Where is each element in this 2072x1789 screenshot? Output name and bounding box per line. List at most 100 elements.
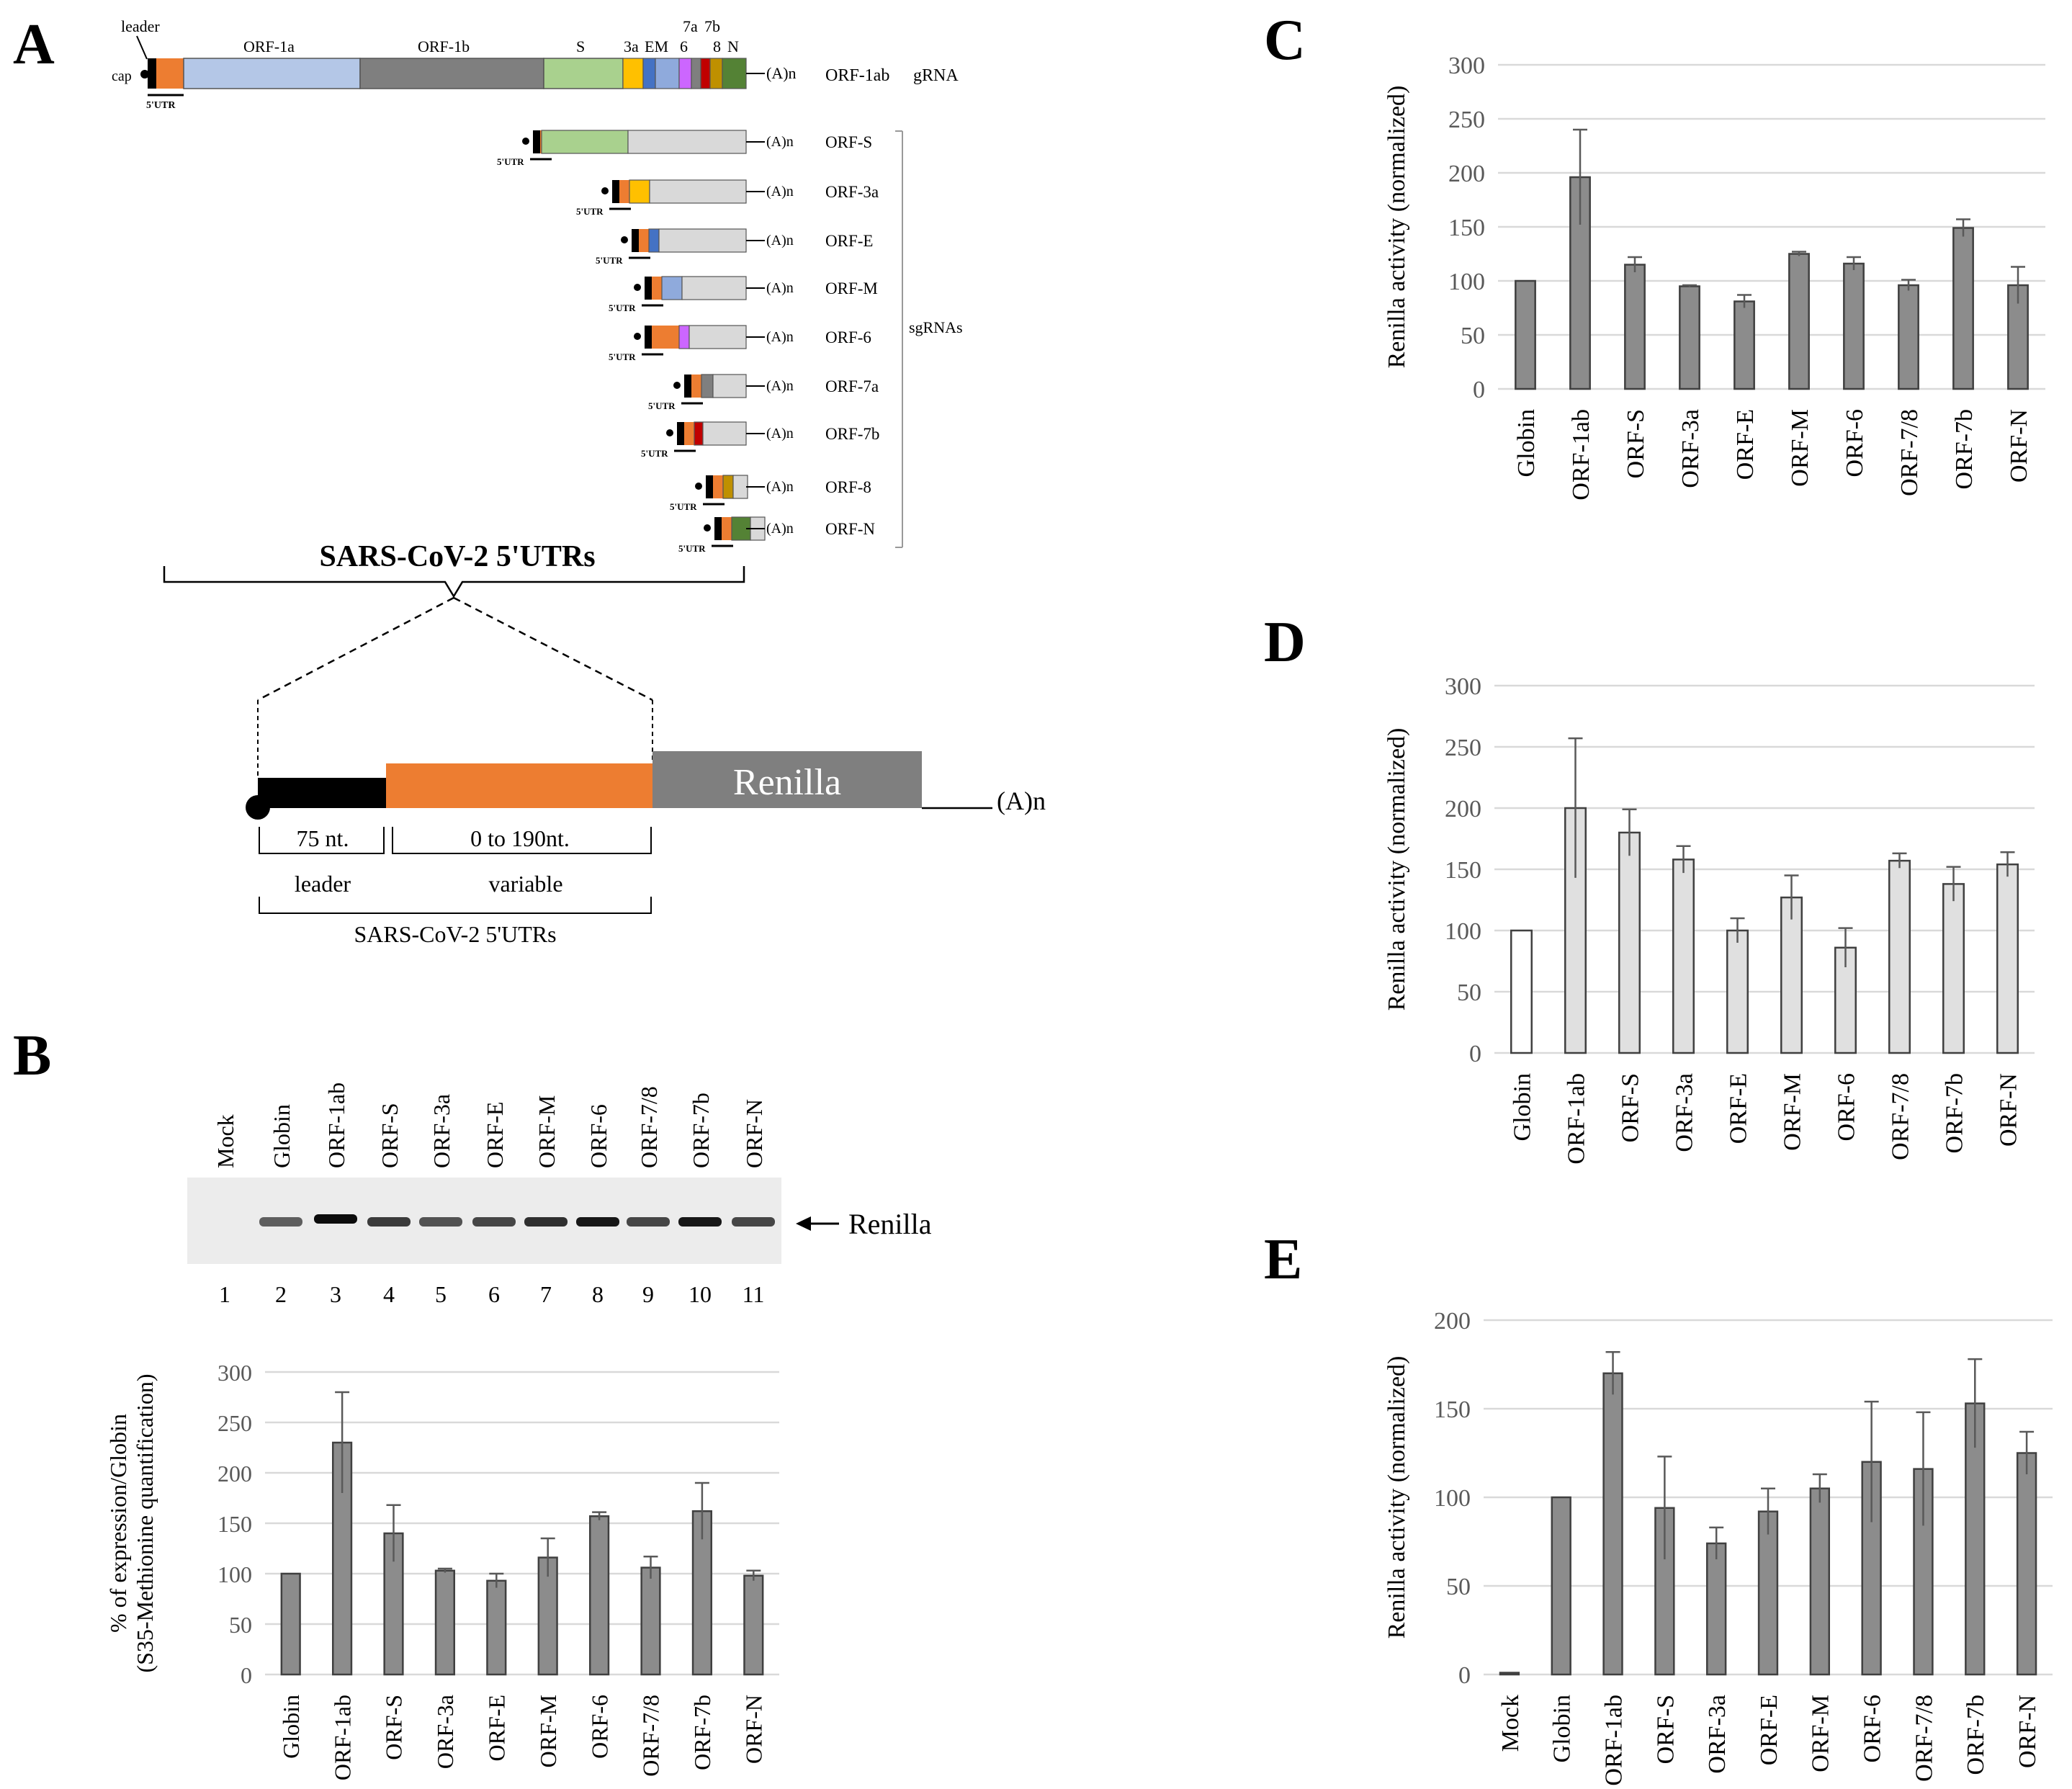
sgrna-utr xyxy=(652,326,679,349)
grna-name: ORF-1ab xyxy=(825,66,889,85)
sgrna-orf xyxy=(701,374,714,398)
sgrna-utr-label: 5'UTR xyxy=(576,206,604,217)
grna-type: gRNA xyxy=(913,66,959,85)
sgrna-leader xyxy=(612,180,619,203)
sgrna-utr-label: 5'UTR xyxy=(641,448,668,459)
sgrna-utr-label: 5'UTR xyxy=(596,255,623,266)
grna-s xyxy=(543,58,624,89)
gel-arrow-label: Renilla xyxy=(848,1208,932,1240)
gel-lane-label: ORF-E xyxy=(482,1102,508,1168)
bar xyxy=(1679,285,1700,390)
sgrna-name: ORF-7a xyxy=(825,377,879,395)
grna-m xyxy=(655,58,680,89)
x-tick-label: ORF-7/8 xyxy=(1911,1695,1937,1782)
variable-length-brace xyxy=(392,827,652,854)
x-tick-label: ORF-7/8 xyxy=(1896,409,1923,496)
construct-renilla xyxy=(652,751,922,808)
bar xyxy=(1843,262,1865,390)
sgrna-utr-label: 5'UTR xyxy=(609,351,636,362)
x-tick-label: ORF-M xyxy=(1779,1073,1806,1151)
grna-orf1b xyxy=(359,58,544,89)
construct-renilla-label: Renilla xyxy=(733,762,841,803)
x-tick-label: ORF-N xyxy=(1995,1073,2022,1147)
x-tick-label: ORF-E xyxy=(484,1695,510,1761)
y-tick-label: 150 xyxy=(1448,215,1485,241)
y-tick-label: 0 xyxy=(1473,377,1485,403)
y-tick-label: 0 xyxy=(1469,1041,1481,1067)
x-tick-label: ORF-E xyxy=(1756,1695,1782,1765)
panel-label-b: B xyxy=(13,1024,51,1088)
zoom-line-right xyxy=(453,596,653,701)
gel-lane-number: 11 xyxy=(743,1281,765,1307)
s-label: S xyxy=(576,37,585,55)
gel-band xyxy=(367,1217,411,1227)
x-tick-label: Globin xyxy=(1513,409,1540,477)
bar xyxy=(1888,859,1911,1054)
y-tick-label: 200 xyxy=(1434,1308,1471,1335)
sgrna-cap-dot xyxy=(522,138,529,145)
panel-label-d: D xyxy=(1264,611,1306,674)
grna-7b xyxy=(700,58,711,89)
gel-lane-label: ORF-S xyxy=(377,1103,403,1168)
sgrna-orf xyxy=(541,130,629,154)
x-tick-label: ORF-1ab xyxy=(1600,1695,1627,1786)
gel-lane-label: ORF-N xyxy=(741,1099,767,1168)
cap-label: cap xyxy=(112,68,132,84)
orf3a-label: 3a xyxy=(624,37,639,55)
sgrna-row: (A)n 5'UTR ORF-7a xyxy=(648,374,879,411)
y-tick-label: 250 xyxy=(217,1410,252,1436)
sgrna-utr-label: 5'UTR xyxy=(609,302,636,313)
sgrna-utr-label: 5'UTR xyxy=(678,543,706,554)
sgrna-row: (A)n 5'UTR ORF-E xyxy=(596,228,873,266)
gel-band xyxy=(419,1217,462,1227)
bar xyxy=(537,1556,558,1676)
sgrna-leader xyxy=(714,517,722,540)
x-tick-label: Globin xyxy=(1509,1073,1535,1141)
y-axis-label: Renilla activity (normalized) xyxy=(1383,86,1410,369)
bar xyxy=(1510,929,1533,1054)
y-tick-label: 200 xyxy=(217,1461,252,1487)
y-tick-label: 150 xyxy=(1445,857,1481,884)
y-tick-label: 0 xyxy=(241,1662,252,1688)
sgrna-leader xyxy=(684,375,691,398)
leader-length: 75 nt. xyxy=(297,825,349,851)
sgrna-rest xyxy=(627,130,747,154)
sgrna-row: (A)n 5'UTR ORF-6 xyxy=(609,325,871,362)
gel-lane-number: 9 xyxy=(642,1281,654,1307)
bar xyxy=(1499,1672,1520,1676)
sgrna-utr-label: 5'UTR xyxy=(648,400,676,411)
sgrna-utr xyxy=(639,229,649,252)
bar xyxy=(1788,253,1810,390)
grna-leader xyxy=(148,58,156,89)
y-tick-label: 200 xyxy=(1445,796,1481,822)
gel-lane-label: Globin xyxy=(269,1104,295,1168)
sgrna-utr-label: 5'UTR xyxy=(670,501,697,512)
x-tick-label: ORF-S xyxy=(1617,1073,1643,1142)
sgrna-utr xyxy=(684,422,694,445)
x-tick-label: ORF-1ab xyxy=(1568,409,1595,501)
bar xyxy=(1624,264,1646,390)
construct-leader xyxy=(258,778,386,808)
sgrna-name: ORF-N xyxy=(825,520,875,538)
x-tick-label: ORF-3a xyxy=(1704,1695,1731,1774)
bar xyxy=(1734,300,1755,390)
sgrna-leader xyxy=(645,277,652,300)
x-tick-label: Globin xyxy=(278,1695,304,1759)
gel-lane-number: 1 xyxy=(219,1281,230,1307)
sgrna-leader xyxy=(533,130,540,153)
gel-lane-number: 3 xyxy=(330,1281,341,1307)
leader-length-brace xyxy=(259,827,385,854)
sgrna-leader xyxy=(645,326,652,349)
sgrna-cap-dot xyxy=(695,483,702,490)
y-tick-label: 300 xyxy=(217,1360,252,1386)
gel-band xyxy=(314,1214,357,1224)
panel-label-e: E xyxy=(1264,1228,1302,1291)
x-tick-label: ORF-N xyxy=(2006,409,2032,483)
bar xyxy=(1996,863,2019,1054)
x-tick-label: ORF-7b xyxy=(1941,1073,1968,1153)
y-tick-label: 0 xyxy=(1458,1662,1471,1689)
sgrna-name: ORF-3a xyxy=(825,183,879,201)
x-tick-label: ORF-7b xyxy=(689,1695,715,1770)
sgrna-orf xyxy=(731,516,751,541)
